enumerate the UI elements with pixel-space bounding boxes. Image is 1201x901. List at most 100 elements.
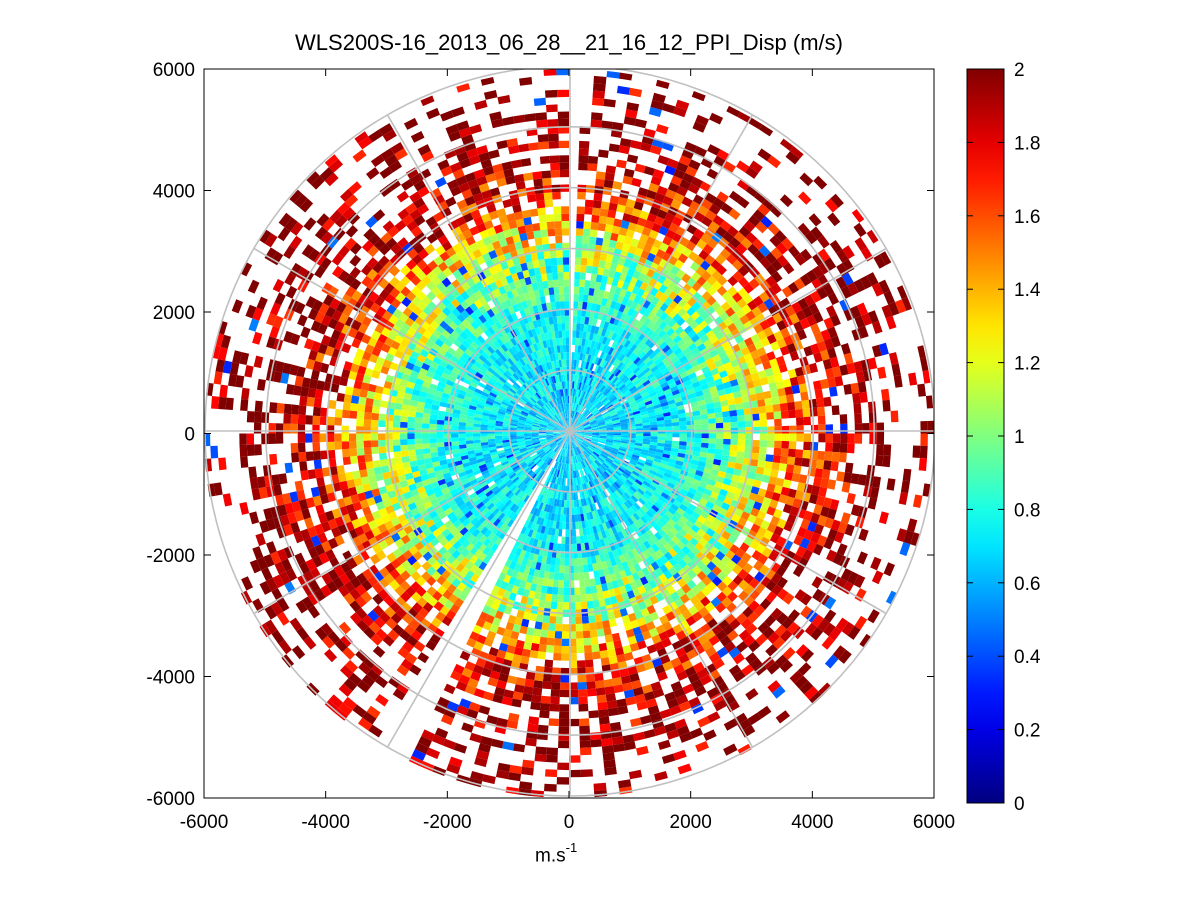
radar-cell [606, 322, 614, 331]
radar-cell [609, 410, 617, 416]
radar-cell [595, 459, 602, 466]
radar-cell [566, 434, 569, 442]
radar-cell [439, 360, 448, 368]
radar-cell [519, 447, 527, 452]
radar-cell [513, 409, 522, 414]
radar-cell [599, 553, 606, 562]
radar-cell [602, 506, 608, 515]
radar-cell [497, 449, 505, 454]
radar-cell [574, 507, 578, 515]
radar-cell [601, 560, 608, 570]
radar-cell [706, 514, 716, 523]
radar-cell [358, 462, 367, 471]
radar-cell [533, 523, 540, 532]
radar-cell [591, 348, 597, 357]
radar-cell [530, 560, 537, 570]
radar-cell [572, 522, 576, 530]
radar-cell [588, 347, 594, 356]
radar-cell [602, 352, 608, 361]
plot-area [204, 69, 934, 798]
radar-cell [531, 454, 539, 460]
radar-cell [614, 286, 622, 296]
radar-cell [456, 544, 466, 554]
radar-cell [667, 539, 677, 549]
radar-cell [666, 378, 676, 385]
radar-cell [434, 470, 443, 477]
radar-cell [635, 369, 643, 377]
radar-cell [458, 343, 468, 352]
radar-cell [669, 406, 678, 412]
radar-cell [538, 451, 545, 457]
radar-cell [706, 408, 715, 415]
radar-cell [428, 523, 439, 533]
radar-cell [518, 564, 526, 574]
radar-cell [595, 447, 603, 453]
radar-cell [506, 314, 515, 323]
radar-cell [561, 448, 565, 456]
radar-cell [654, 290, 664, 300]
radar-cell [592, 563, 599, 572]
radar-cell [583, 483, 588, 491]
radar-cell [642, 425, 651, 429]
radar-cell [538, 469, 544, 477]
radar-cell [591, 479, 597, 487]
radar-cell [482, 555, 491, 565]
radar-cell [551, 361, 556, 369]
radar-cell [476, 403, 485, 410]
radar-cell [618, 476, 626, 484]
radar-cell [542, 518, 548, 527]
radar-cell [572, 418, 576, 426]
radar-cell [581, 338, 586, 347]
radar-cell [633, 356, 641, 365]
radar-cell [524, 382, 531, 390]
radar-cell [638, 405, 647, 411]
radar-cell [577, 405, 582, 413]
radar-cell [700, 418, 709, 425]
radar-cell [543, 395, 549, 403]
radar-cell [478, 552, 487, 562]
radar-cell [571, 359, 575, 367]
radar-cell [631, 408, 640, 413]
radar-cell [707, 496, 717, 505]
radar-cell [779, 402, 788, 412]
radar-cell [694, 424, 702, 430]
radar-cell [779, 455, 788, 465]
radar-cell [574, 602, 582, 610]
radar-cell [567, 417, 569, 425]
radar-cell [495, 442, 504, 447]
radar-cell [534, 457, 541, 464]
radar-cell [531, 425, 540, 429]
radar-cell [563, 279, 569, 287]
radar-cell [511, 345, 519, 354]
radar-cell [475, 407, 484, 412]
radar-cell [546, 497, 551, 505]
radar-cell [617, 539, 624, 548]
radar-cell [468, 456, 477, 462]
radar-cell [410, 488, 419, 497]
radar-cell [601, 583, 609, 592]
radar-cell [459, 474, 468, 482]
radar-cell [563, 396, 566, 404]
radar-cell [491, 306, 499, 315]
radar-cell [365, 397, 374, 406]
radar-cell [593, 451, 600, 457]
radar-cell [451, 549, 461, 559]
radar-cell [567, 388, 569, 396]
radar-cell [611, 332, 618, 341]
radar-cell [629, 460, 637, 466]
radar-cell [513, 382, 521, 389]
radar-cell [686, 420, 694, 426]
radar-cell [465, 436, 474, 441]
radar-cell [638, 497, 646, 506]
radar-cell [547, 228, 556, 237]
radar-cell [608, 269, 616, 279]
radar-cell [535, 392, 542, 400]
radar-cell [565, 322, 569, 331]
radar-cell [685, 519, 694, 529]
radar-cell [708, 443, 716, 449]
radar-cell [778, 463, 788, 472]
radar-cell [461, 403, 470, 409]
radar-cell [486, 356, 495, 365]
radar-cell [425, 370, 435, 379]
radar-cell [639, 315, 648, 324]
